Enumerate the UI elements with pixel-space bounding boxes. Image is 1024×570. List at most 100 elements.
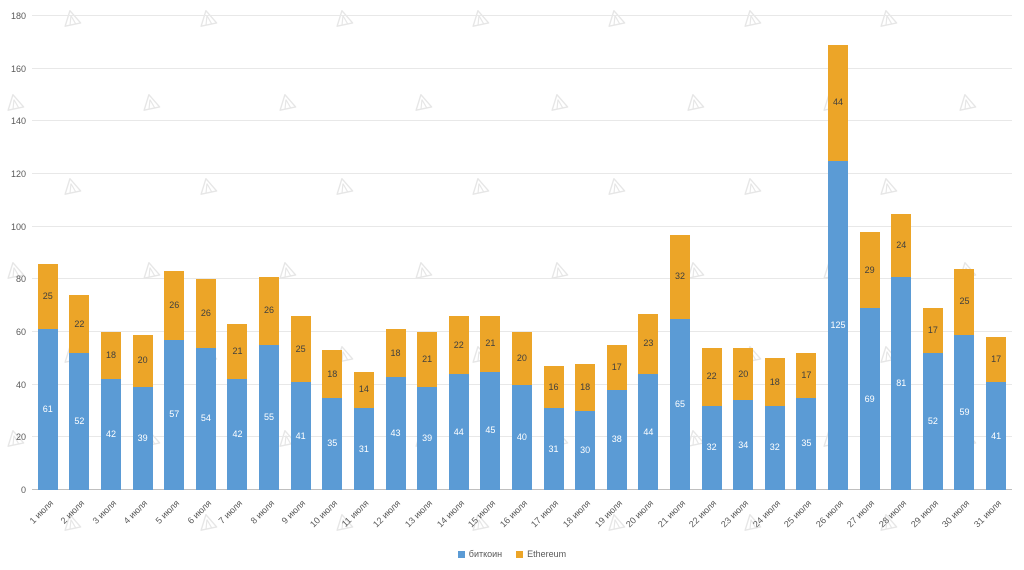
bar-column: 45 21 — [475, 16, 507, 490]
bar-value-label: 26 — [169, 300, 180, 311]
bar-segment: 24 — [891, 213, 912, 277]
bar-segment: 30 — [575, 411, 596, 490]
bar-segment: 34 — [733, 400, 754, 490]
bar-column: 81 24 — [885, 16, 917, 490]
stacked-bar: 32 22 — [701, 347, 722, 490]
bar-segment: 52 — [922, 353, 943, 490]
bar-segment: 38 — [606, 389, 627, 490]
bar-column: 34 20 — [727, 16, 759, 490]
stacked-bar: 39 20 — [132, 334, 153, 490]
x-tick-label: 2 июля — [58, 498, 87, 526]
y-tick-label: 60 — [15, 327, 26, 337]
bar-value-label: 17 — [801, 369, 812, 380]
bar-segment: 32 — [764, 405, 785, 490]
bar-segment: 26 — [195, 279, 216, 348]
bar-segment: 26 — [164, 271, 185, 340]
bar-segment: 18 — [101, 332, 122, 380]
stacked-bar: 81 24 — [891, 213, 912, 490]
bar-column: 35 18 — [316, 16, 348, 490]
bar-segment: 21 — [227, 324, 248, 380]
x-tick-label: 4 июля — [121, 498, 150, 526]
bar-value-label: 41 — [991, 430, 1002, 441]
bar-segment: 20 — [132, 334, 153, 388]
bar-segment: 32 — [701, 405, 722, 490]
bar-value-label: 25 — [295, 343, 306, 354]
bar-value-label: 44 — [833, 97, 844, 108]
bar-value-label: 20 — [516, 352, 527, 363]
stacked-bar: 45 21 — [480, 316, 501, 490]
bar-value-label: 43 — [390, 427, 401, 438]
bar-segment: 18 — [764, 358, 785, 406]
stacked-bar: 52 22 — [69, 295, 90, 490]
bar-value-label: 35 — [327, 438, 338, 449]
bar-column: 38 17 — [601, 16, 633, 490]
bar-value-label: 22 — [74, 318, 85, 329]
stacked-bar: 65 32 — [669, 234, 690, 490]
bar-column: 32 22 — [696, 16, 728, 490]
legend-item: биткоин — [457, 549, 502, 559]
bar-segment: 26 — [259, 276, 280, 346]
bar-value-label: 54 — [200, 413, 211, 424]
bar-column: 30 18 — [569, 16, 601, 490]
bar-value-label: 32 — [674, 271, 685, 282]
stacked-bar: 40 20 — [511, 332, 532, 490]
bar-value-label: 69 — [864, 393, 875, 404]
bar-segment: 81 — [891, 276, 912, 490]
bar-segment: 18 — [322, 350, 343, 398]
bar-segment: 23 — [638, 313, 659, 375]
bar-value-label: 32 — [769, 442, 780, 453]
bar-value-label: 24 — [896, 239, 907, 250]
bar-value-label: 16 — [548, 381, 559, 392]
stacked-bar: 55 26 — [259, 276, 280, 490]
bar-value-label: 35 — [801, 438, 812, 449]
bar-column: 31 16 — [538, 16, 570, 490]
stacked-bar: 41 17 — [986, 337, 1007, 490]
bar-column: 65 32 — [664, 16, 696, 490]
bar-column: 57 26 — [158, 16, 190, 490]
bar-segment: 52 — [69, 353, 90, 490]
bar-segment: 41 — [986, 382, 1007, 490]
bar-value-label: 18 — [390, 347, 401, 358]
bar-value-label: 44 — [643, 426, 654, 437]
bar-segment: 22 — [701, 347, 722, 406]
bar-column: 42 21 — [222, 16, 254, 490]
bar-segment: 41 — [290, 382, 311, 490]
bar-segment: 40 — [511, 384, 532, 490]
legend-swatch — [457, 550, 465, 558]
x-tick-label: 9 июля — [280, 498, 308, 526]
bar-column: 40 20 — [506, 16, 538, 490]
bar-column: 44 23 — [633, 16, 665, 490]
bar-column: 41 25 — [285, 16, 317, 490]
x-tick-label: 6 июля — [185, 498, 213, 526]
bar-value-label: 61 — [42, 404, 53, 415]
bar-value-label: 81 — [896, 377, 907, 388]
bar-value-label: 18 — [106, 350, 117, 361]
stacked-bar: 54 26 — [195, 279, 216, 490]
bar-segment: 45 — [480, 371, 501, 490]
bar-value-label: 29 — [864, 264, 875, 275]
bar-segment: 18 — [575, 363, 596, 411]
bar-value-label: 14 — [358, 384, 369, 395]
bar-column: 59 25 — [949, 16, 981, 490]
bar-segment: 16 — [543, 366, 564, 409]
bar-segment: 20 — [733, 347, 754, 401]
bar-segment: 25 — [37, 263, 58, 330]
bar-segment: 21 — [417, 332, 438, 388]
bar-segment: 17 — [986, 337, 1007, 383]
bar-value-label: 20 — [137, 355, 148, 366]
gridline — [32, 67, 1012, 69]
stacked-bar: 52 17 — [922, 308, 943, 490]
bar-segment: 29 — [859, 231, 880, 309]
bar-value-label: 52 — [74, 416, 85, 427]
x-tick-label: 1 июля — [27, 498, 55, 526]
bar-value-label: 31 — [548, 443, 559, 454]
gridline — [32, 225, 1012, 227]
bar-value-label: 44 — [453, 426, 464, 437]
bar-segment: 61 — [37, 329, 58, 490]
bar-column: 35 17 — [791, 16, 823, 490]
x-tick-label: 5 июля — [153, 498, 182, 526]
x-tick-label: 8 июля — [248, 498, 277, 526]
bar-segment: 21 — [480, 316, 501, 372]
bar-segment: 43 — [385, 376, 406, 490]
stacked-bar: 39 21 — [417, 332, 438, 490]
